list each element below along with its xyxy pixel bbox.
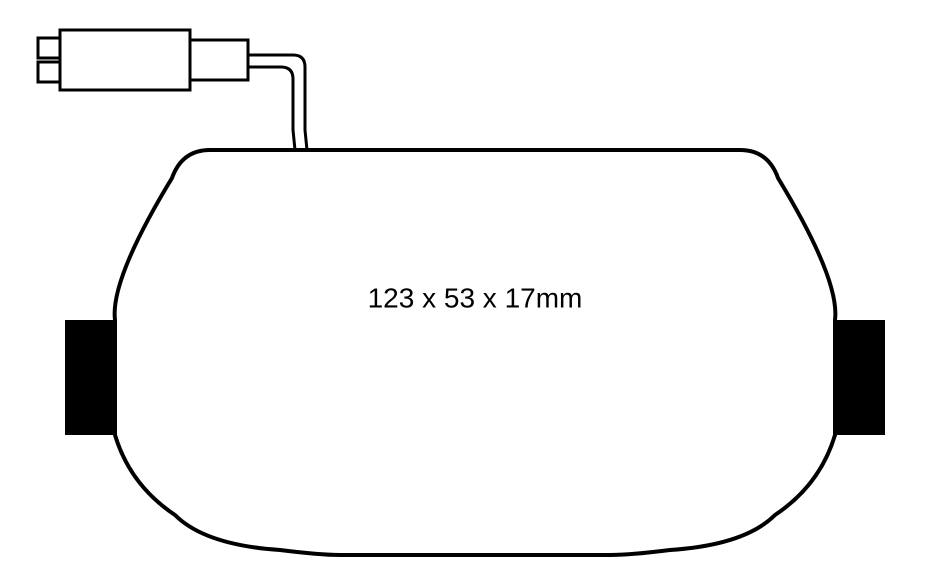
dimension-label: 123 x 53 x 17mm [368,282,583,313]
mount-ear-left [65,320,115,435]
mount-ear-right [835,320,885,435]
sensor-connector [38,30,307,150]
brake-pad-outline [115,150,836,555]
